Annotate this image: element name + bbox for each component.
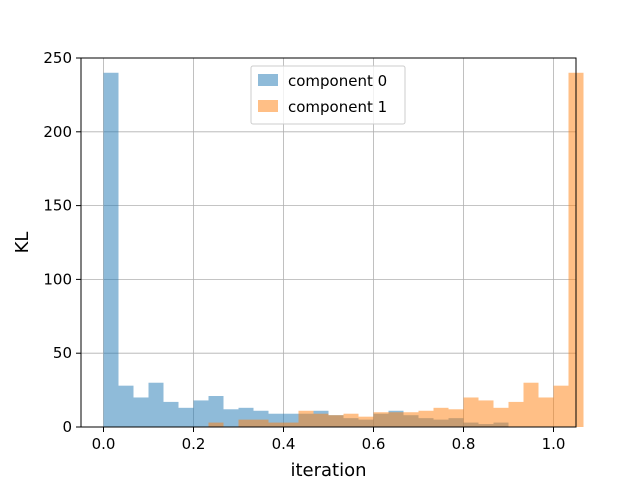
bar-component-1 <box>283 422 299 427</box>
bar-component-1 <box>478 400 494 427</box>
bar-component-1 <box>418 410 434 427</box>
x-axis-label: iteration <box>290 460 366 480</box>
y-tick-label: 100 <box>43 270 72 288</box>
bar-component-1 <box>523 382 539 427</box>
legend-label-component-0: component 0 <box>288 72 387 90</box>
bar-component-1 <box>343 413 359 427</box>
y-tick-label: 250 <box>43 49 72 67</box>
bar-component-1 <box>358 416 374 427</box>
bar-component-0 <box>163 401 179 427</box>
x-axis-ticks: 0.0 0.2 0.4 0.6 0.8 1.0 <box>92 427 566 453</box>
x-tick-label: 1.0 <box>542 435 566 453</box>
bar-component-0 <box>118 385 134 427</box>
legend-label-component-1: component 1 <box>288 98 387 116</box>
y-axis-ticks: 0 50 100 150 200 250 <box>43 49 81 436</box>
bar-component-1 <box>253 419 269 427</box>
bar-component-1 <box>388 412 404 427</box>
bar-component-1 <box>238 419 254 427</box>
legend-swatch-component-0 <box>258 74 278 86</box>
bar-component-0 <box>148 382 164 427</box>
bar-component-1 <box>553 385 569 427</box>
bar-component-1 <box>403 412 419 427</box>
bar-component-0 <box>208 396 224 427</box>
legend-swatch-component-1 <box>258 100 278 112</box>
bar-component-0 <box>178 407 194 427</box>
y-tick-label: 200 <box>43 123 72 141</box>
bar-component-1 <box>508 401 524 427</box>
x-tick-label: 0.2 <box>182 435 206 453</box>
series-component-0-bars <box>103 72 509 427</box>
bar-component-0 <box>133 397 149 427</box>
y-tick-label: 50 <box>53 344 72 362</box>
bar-component-1 <box>448 409 464 427</box>
y-axis-label: KL <box>12 232 33 254</box>
bar-component-0 <box>103 72 119 427</box>
legend-box <box>250 65 406 125</box>
bar-component-1 <box>538 397 554 427</box>
x-tick-label: 0.6 <box>362 435 386 453</box>
legend: component 0 component 1 <box>250 65 406 125</box>
plot-frame <box>80 57 577 428</box>
x-tick-label: 0.4 <box>272 435 296 453</box>
series-component-1-bars <box>208 72 584 427</box>
bar-component-0 <box>193 400 209 427</box>
bar-component-1 <box>493 407 509 427</box>
y-tick-label: 150 <box>43 197 72 215</box>
x-tick-label: 0.0 <box>92 435 116 453</box>
bar-component-1 <box>298 410 314 427</box>
y-tick-label: 0 <box>62 418 72 436</box>
bar-component-1 <box>313 413 329 427</box>
bar-component-1 <box>268 422 284 427</box>
bar-component-1 <box>433 407 449 427</box>
bar-component-1 <box>463 397 479 427</box>
bar-component-1 <box>373 412 389 427</box>
bar-component-1 <box>208 422 224 427</box>
x-tick-label: 0.8 <box>452 435 476 453</box>
bar-component-1 <box>328 415 344 427</box>
bar-component-0 <box>223 409 239 427</box>
